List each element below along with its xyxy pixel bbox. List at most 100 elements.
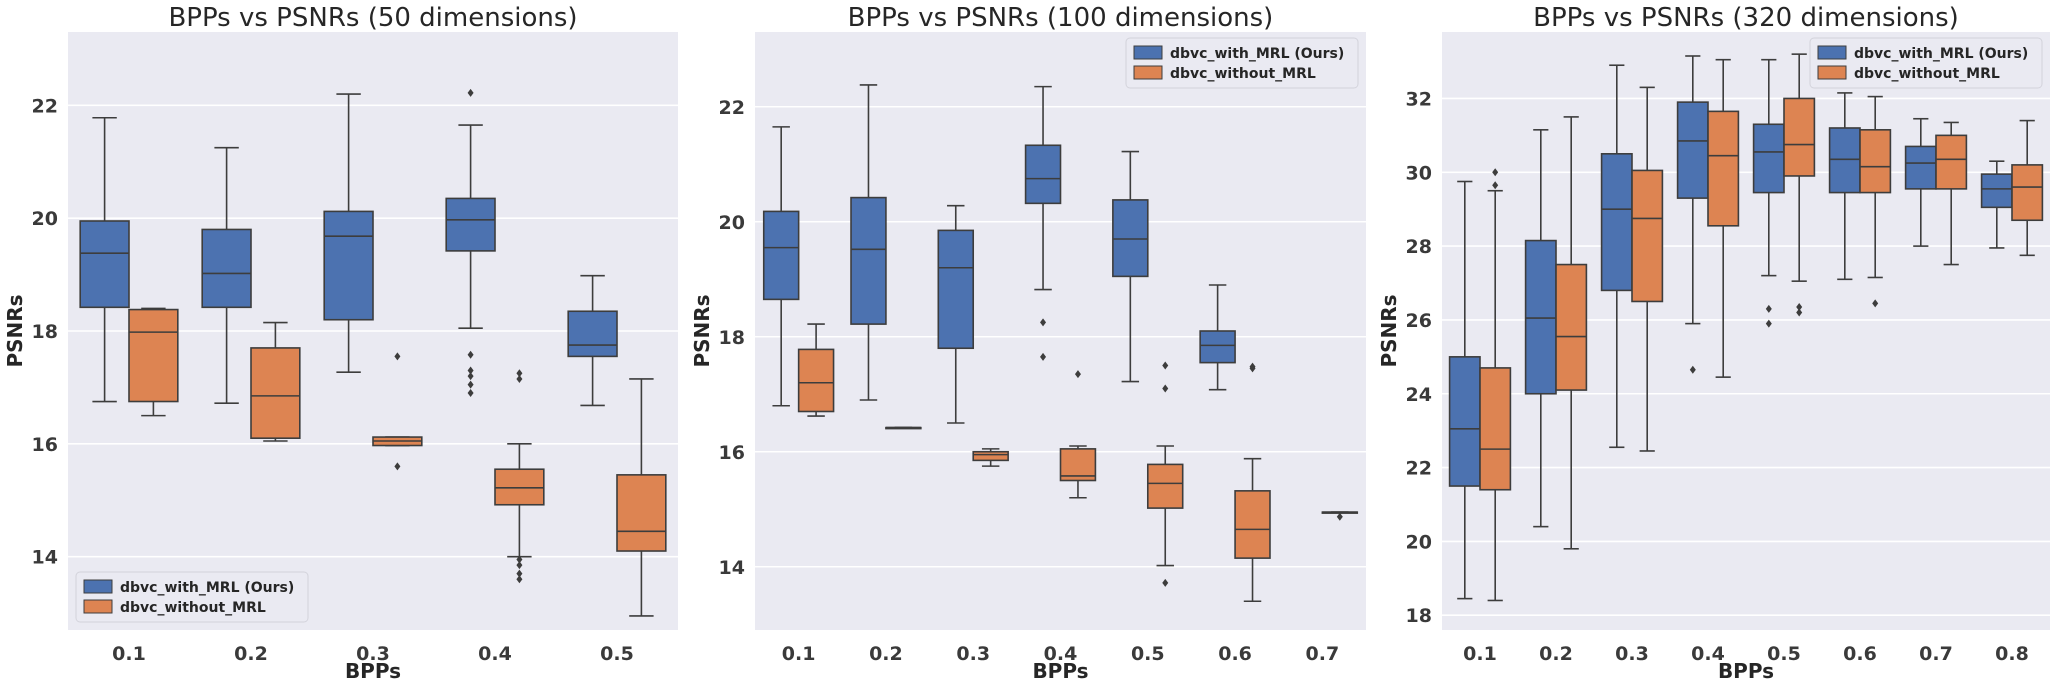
box-iqr: [1828, 127, 1861, 194]
outlier-point: [1689, 365, 1696, 374]
y-axis-label: PSNRs: [3, 294, 27, 367]
box-without-mrl: [128, 307, 179, 417]
y-tick-label: 20: [1406, 531, 1432, 553]
box-without-mrl: [797, 323, 835, 417]
box-iqr: [1448, 356, 1481, 487]
box-without-mrl: [1859, 95, 1892, 308]
outlier-point: [394, 352, 401, 361]
legend: dbvc_with_MRL (Ours) dbvc_without_MRL: [75, 571, 309, 623]
y-tick-label: 30: [1406, 162, 1432, 184]
box-with-mrl: [1828, 92, 1861, 281]
chart-title: BPPs vs PSNRs (100 dimensions): [848, 3, 1274, 33]
y-tick-label: 28: [1406, 236, 1432, 258]
box-iqr: [79, 220, 130, 309]
outlier-point: [467, 366, 474, 375]
legend: dbvc_with_MRL (Ours) dbvc_without_MRL: [1809, 37, 2043, 89]
outlier-point: [516, 555, 523, 564]
box-iqr: [1479, 367, 1512, 491]
legend-label: dbvc_with_MRL (Ours): [120, 580, 294, 596]
box-without-mrl: [1234, 362, 1271, 603]
box-with-mrl: [1904, 117, 1937, 247]
x-tick-label: 0.5: [1131, 643, 1165, 665]
outlier-point: [467, 372, 474, 381]
box-iqr: [567, 310, 618, 358]
outlier-point: [467, 350, 474, 359]
x-tick-label: 0.1: [782, 643, 816, 665]
y-tick-label: 22: [32, 95, 58, 117]
box-without-mrl: [1321, 511, 1359, 521]
box-iqr: [1234, 490, 1271, 559]
box-iqr: [850, 196, 887, 325]
x-tick-label: 0.5: [1767, 643, 1801, 665]
y-tick-label: 22: [719, 97, 745, 119]
box-with-mrl: [1448, 180, 1481, 600]
outlier-point: [467, 389, 474, 398]
box-with-mrl: [1600, 64, 1633, 449]
chart-title: BPPs vs PSNRs (320 dimensions): [1533, 3, 1959, 33]
y-axis-label: PSNRs: [1377, 294, 1401, 367]
y-tick-label: 18: [32, 321, 58, 343]
box-without-mrl: [1783, 53, 1816, 317]
box-without-mrl: [1935, 121, 1968, 266]
chart-panel-50-dimensions: 14 16 18 20 22 0.1 0.2 0.3 0.4 0.5 BPPs vs PSNRs (…: [3, 3, 678, 681]
y-tick-label: 20: [719, 212, 745, 234]
box-iqr: [1024, 144, 1062, 205]
legend-label: dbvc_with_MRL (Ours): [1854, 46, 2028, 62]
box-with-mrl: [1980, 160, 2013, 249]
x-tick-label: 0.2: [234, 643, 268, 665]
box-iqr: [1707, 110, 1740, 227]
box-with-mrl: [1112, 150, 1149, 383]
box-iqr: [1676, 101, 1709, 199]
box-iqr: [1783, 97, 1816, 177]
box-iqr: [1904, 145, 1937, 190]
x-tick-label: 0.8: [1995, 643, 2029, 665]
legend-swatch: [1133, 65, 1163, 80]
box-iqr: [1980, 173, 2013, 209]
outlier-point: [516, 569, 523, 578]
box-iqr: [1859, 129, 1892, 194]
box-without-mrl: [1631, 86, 1664, 452]
outlier-point: [1765, 304, 1772, 313]
legend-label: dbvc_without_MRL: [1170, 66, 1316, 82]
box-with-mrl: [567, 274, 618, 407]
box-without-mrl: [1146, 361, 1184, 587]
box-with-mrl: [1199, 284, 1236, 391]
x-tick-label: 0.6: [1843, 643, 1877, 665]
y-tick-label: 14: [32, 547, 58, 569]
y-tick-label: 18: [1406, 605, 1432, 627]
outlier-point: [516, 561, 523, 570]
box-iqr: [762, 210, 800, 301]
box-iqr: [1935, 134, 1968, 190]
box-with-mrl: [937, 204, 975, 424]
x-tick-label: 0.4: [1691, 643, 1725, 665]
box-iqr: [1146, 463, 1184, 509]
x-tick-label: 0.1: [1463, 643, 1497, 665]
chart-title: BPPs vs PSNRs (50 dimensions): [168, 3, 577, 33]
box-iqr: [494, 468, 545, 506]
legend-label: dbvc_without_MRL: [1854, 66, 2000, 82]
legend-box: [1809, 37, 2043, 89]
box-without-mrl: [372, 352, 423, 471]
legend-swatch: [1817, 45, 1847, 60]
box-iqr: [616, 474, 667, 552]
outlier-point: [1249, 364, 1256, 373]
box-without-mrl: [494, 369, 545, 584]
box-with-mrl: [1524, 129, 1557, 528]
box-iqr: [1631, 169, 1664, 303]
outlier-point: [1872, 299, 1879, 308]
box-without-mrl: [1707, 58, 1740, 378]
box-iqr: [201, 228, 252, 309]
y-tick-label: 22: [1406, 458, 1432, 480]
box-iqr: [323, 210, 374, 321]
legend-label: dbvc_without_MRL: [120, 600, 266, 616]
plot-area: [755, 32, 1366, 630]
box-with-mrl: [850, 84, 887, 401]
y-axis-label: PSNRs: [690, 294, 714, 367]
box-without-mrl: [1059, 370, 1097, 499]
box-with-mrl: [1024, 85, 1062, 361]
legend-swatch: [1133, 45, 1163, 60]
x-tick-label: 0.3: [1615, 643, 1649, 665]
x-tick-label: 0.4: [478, 643, 512, 665]
x-tick-label: 0.7: [1306, 643, 1340, 665]
x-tick-label: 0.4: [1044, 643, 1078, 665]
